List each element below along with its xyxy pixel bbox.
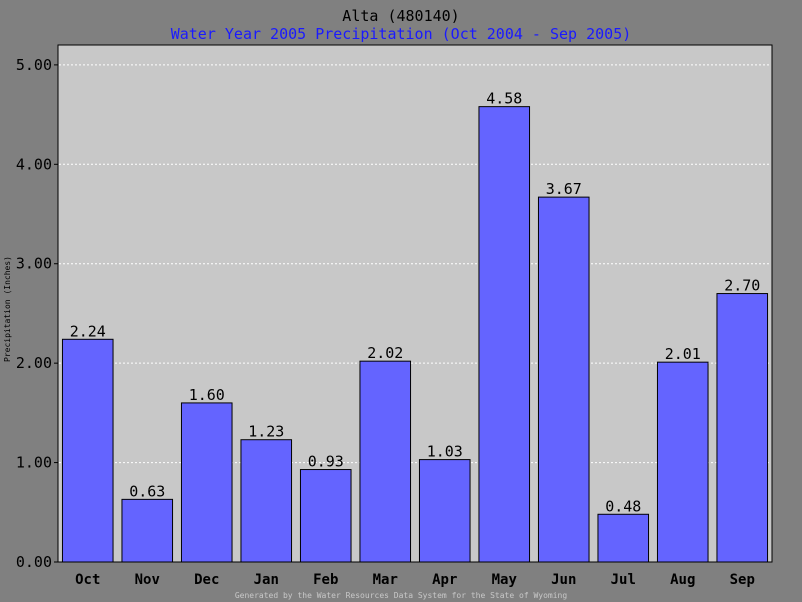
value-label: 1.03: [427, 443, 463, 461]
category-label: Aug: [670, 572, 695, 588]
y-tick-label: 0.00: [16, 553, 52, 571]
y-axis-label: Precipitation (Inches): [3, 256, 12, 362]
value-label: 3.67: [546, 180, 582, 198]
category-label: Apr: [432, 572, 457, 588]
value-labels: 2.24 0.63 1.60 1.23 0.93 2.02 1.03 4.58 3.67 0.48…: [70, 90, 761, 516]
bar-apr: [418, 459, 471, 563]
value-label: 1.23: [248, 423, 284, 441]
value-label: 2.02: [367, 344, 403, 362]
category-label: Mar: [373, 572, 398, 588]
bar-dec: [180, 402, 233, 563]
value-label: 2.70: [724, 277, 760, 295]
bar-aug: [656, 361, 709, 563]
bar-jan: [240, 439, 293, 563]
plot-area: [57, 44, 773, 563]
category-label: May: [492, 572, 518, 588]
footer-credit: Generated by the Water Resources Data Sy…: [235, 591, 568, 600]
category-label: Oct: [75, 572, 100, 588]
bar-nov: [121, 498, 174, 563]
chart-subtitle: Water Year 2005 Precipitation (Oct 2004 …: [171, 25, 632, 43]
category-label: Jun: [551, 572, 576, 588]
grid-lines: [59, 64, 771, 464]
bar-jun: [537, 196, 590, 563]
bar-sep: [716, 293, 769, 563]
bar-jul: [597, 513, 650, 563]
bar-may: [478, 106, 531, 563]
y-tick-label: 4.00: [16, 155, 52, 173]
bar-oct: [61, 338, 114, 563]
chart-title: Alta (480140): [342, 7, 459, 25]
y-tick-label: 2.00: [16, 354, 52, 372]
value-label: 2.01: [665, 345, 701, 363]
y-tick-label: 1.00: [16, 454, 52, 472]
category-label: Nov: [135, 572, 160, 588]
value-label: 0.93: [308, 453, 344, 471]
value-label: 0.63: [129, 482, 165, 500]
category-label: Sep: [730, 572, 755, 588]
category-label: Feb: [313, 572, 338, 588]
value-label: 4.58: [486, 90, 522, 108]
value-label: 1.60: [189, 386, 225, 404]
category-label: Jul: [611, 572, 636, 588]
bars: [61, 106, 769, 563]
y-tick-label: 3.00: [16, 255, 52, 273]
value-label: 0.48: [605, 497, 641, 515]
y-tick-label: 5.00: [16, 56, 52, 74]
category-label: Jan: [254, 572, 279, 588]
category-label: Dec: [194, 572, 219, 588]
value-label: 2.24: [70, 322, 106, 340]
y-tick-labels: 0.00 1.00 2.00 3.00 4.00 5.00: [16, 56, 58, 571]
category-labels: Oct Nov Dec Jan Feb Mar Apr May Jun Jul Aug Sep: [75, 572, 755, 588]
bar-mar: [359, 360, 412, 563]
bar-feb: [299, 469, 352, 563]
